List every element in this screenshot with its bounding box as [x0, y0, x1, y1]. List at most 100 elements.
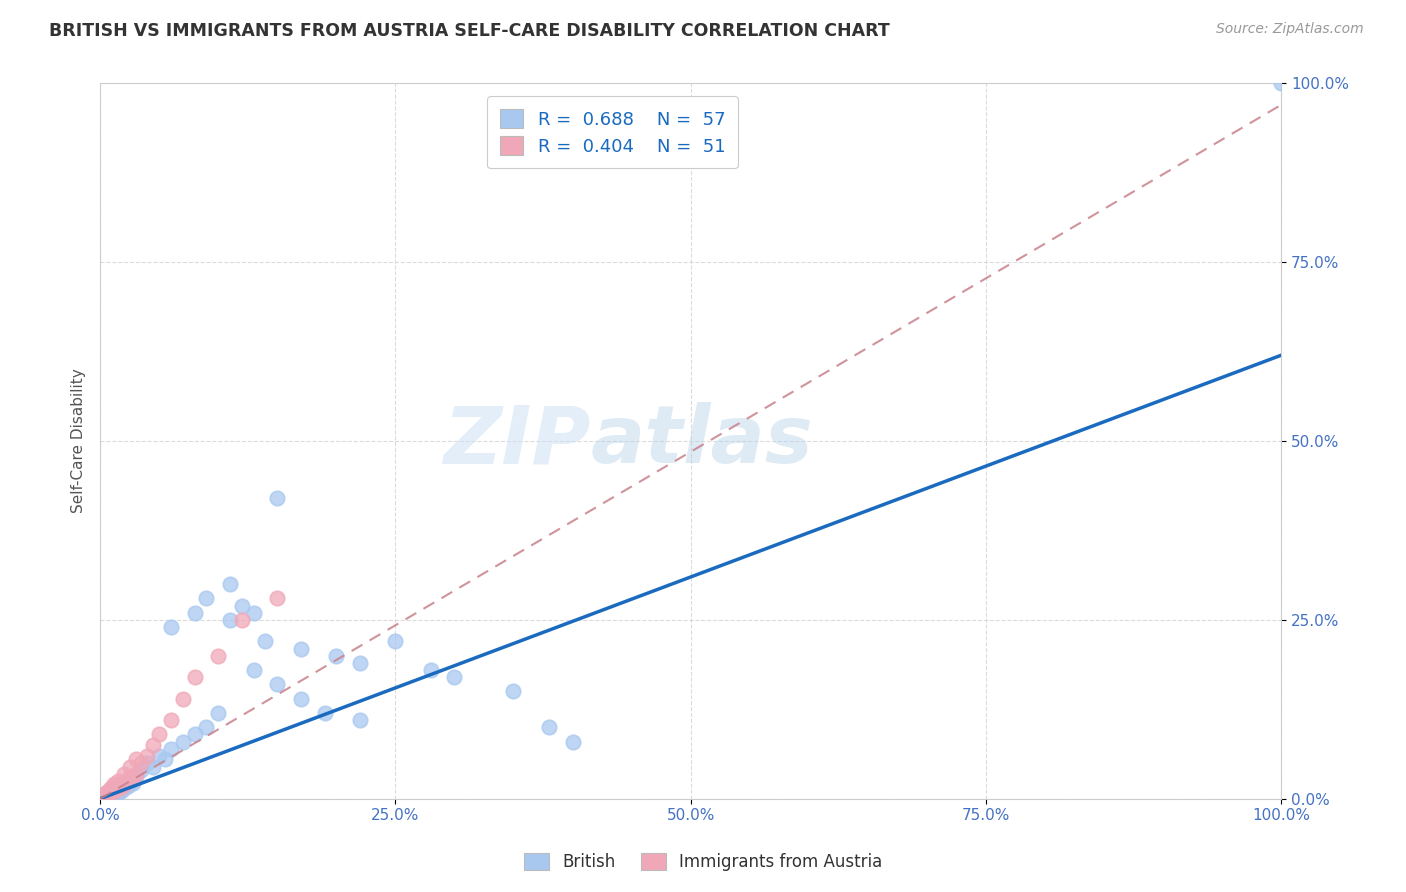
Point	[118, 759, 141, 773]
Point	[314, 706, 336, 720]
Point	[131, 756, 153, 770]
Point	[94, 788, 117, 802]
Point	[325, 648, 347, 663]
Point	[94, 788, 117, 802]
Point	[101, 788, 124, 802]
Point	[172, 734, 194, 748]
Point	[111, 782, 134, 797]
Point	[131, 763, 153, 777]
Point	[104, 781, 127, 796]
Point	[94, 789, 117, 803]
Point	[266, 677, 288, 691]
Point	[103, 784, 125, 798]
Point	[94, 788, 117, 802]
Point	[153, 752, 176, 766]
Point	[160, 620, 183, 634]
Point	[122, 772, 145, 786]
Point	[94, 789, 117, 804]
Point	[107, 780, 129, 795]
Text: Source: ZipAtlas.com: Source: ZipAtlas.com	[1216, 22, 1364, 37]
Point	[254, 634, 277, 648]
Text: atlas: atlas	[591, 402, 813, 480]
Point	[101, 783, 124, 797]
Point	[112, 778, 135, 792]
Point	[384, 634, 406, 648]
Point	[124, 770, 146, 784]
Legend: British, Immigrants from Austria: British, Immigrants from Austria	[516, 845, 890, 880]
Point	[290, 691, 312, 706]
Point	[107, 783, 129, 797]
Point	[110, 784, 132, 798]
Point	[195, 591, 218, 606]
Point	[112, 766, 135, 780]
Point	[93, 789, 115, 803]
Point	[118, 770, 141, 784]
Point	[537, 720, 560, 734]
Point	[111, 777, 134, 791]
Point	[100, 784, 122, 798]
Point	[242, 663, 264, 677]
Point	[219, 613, 242, 627]
Point	[115, 777, 138, 791]
Point	[148, 727, 170, 741]
Point	[96, 784, 118, 798]
Point	[172, 691, 194, 706]
Point	[219, 577, 242, 591]
Point	[97, 788, 120, 802]
Point	[101, 780, 124, 795]
Point	[136, 756, 159, 770]
Point	[91, 791, 114, 805]
Point	[98, 788, 121, 802]
Text: BRITISH VS IMMIGRANTS FROM AUSTRIA SELF-CARE DISABILITY CORRELATION CHART: BRITISH VS IMMIGRANTS FROM AUSTRIA SELF-…	[49, 22, 890, 40]
Point	[349, 656, 371, 670]
Point	[124, 766, 146, 780]
Point	[108, 780, 131, 795]
Point	[108, 785, 131, 799]
Point	[107, 773, 129, 788]
Point	[502, 684, 524, 698]
Point	[142, 759, 165, 773]
Point	[124, 752, 146, 766]
Point	[349, 713, 371, 727]
Point	[101, 785, 124, 799]
Point	[266, 491, 288, 506]
Point	[103, 777, 125, 791]
Point	[94, 789, 117, 804]
Point	[160, 713, 183, 727]
Point	[108, 779, 131, 793]
Point	[183, 606, 205, 620]
Point	[104, 784, 127, 798]
Point	[148, 748, 170, 763]
Point	[231, 599, 253, 613]
Point	[136, 748, 159, 763]
Point	[108, 780, 131, 795]
Point	[290, 641, 312, 656]
Point	[105, 782, 128, 797]
Point	[97, 786, 120, 800]
Point	[117, 779, 139, 793]
Point	[183, 727, 205, 741]
Point	[98, 787, 121, 801]
Point	[231, 613, 253, 627]
Point	[98, 782, 121, 797]
Point	[93, 790, 115, 805]
Point	[101, 786, 124, 800]
Point	[93, 790, 115, 805]
Point	[122, 776, 145, 790]
Point	[112, 780, 135, 795]
Point	[96, 787, 118, 801]
Point	[1270, 77, 1292, 91]
Point	[160, 741, 183, 756]
Point	[443, 670, 465, 684]
Point	[105, 786, 128, 800]
Legend: R =  0.688    N =  57, R =  0.404    N =  51: R = 0.688 N = 57, R = 0.404 N = 51	[486, 96, 738, 169]
Point	[110, 780, 132, 794]
Point	[561, 734, 583, 748]
Point	[97, 789, 120, 804]
Point	[142, 738, 165, 752]
Point	[207, 706, 229, 720]
Point	[103, 787, 125, 801]
Point	[242, 606, 264, 620]
Point	[94, 786, 117, 800]
Y-axis label: Self-Care Disability: Self-Care Disability	[72, 368, 86, 514]
